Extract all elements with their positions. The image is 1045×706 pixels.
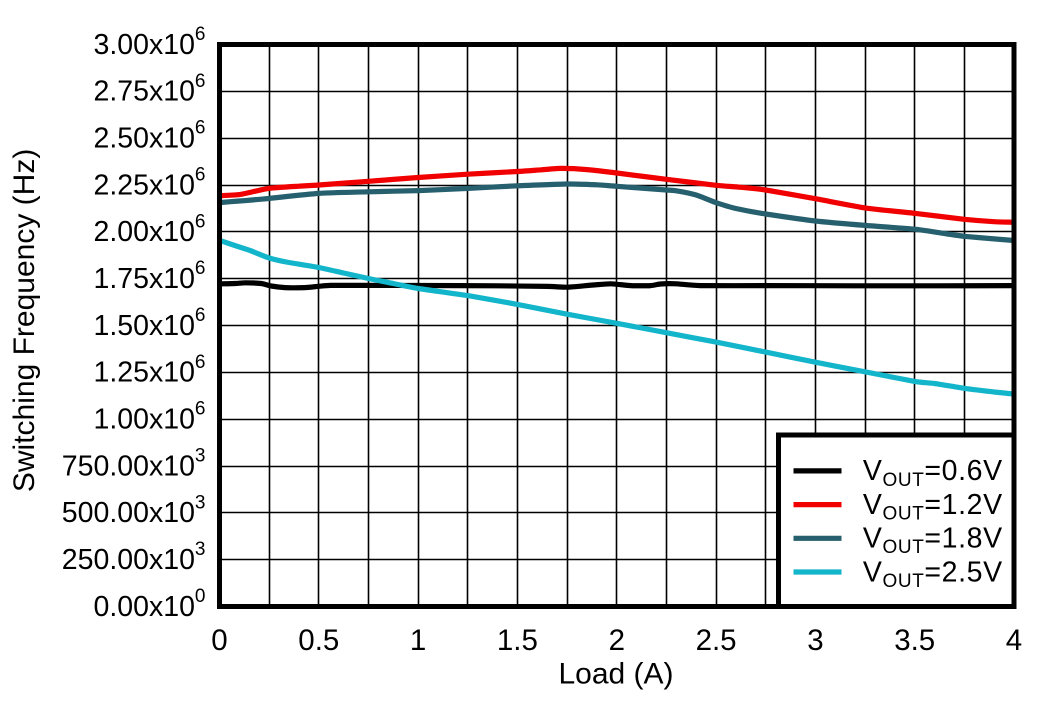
svg-text:3.00x106: 3.00x106 — [94, 24, 206, 61]
svg-text:VOUT=1.2V: VOUT=1.2V — [863, 489, 1003, 525]
svg-text:2.25x106: 2.25x106 — [94, 165, 206, 202]
svg-text:2: 2 — [609, 624, 625, 657]
svg-text:750.00x103: 750.00x103 — [62, 446, 206, 483]
svg-text:3.5: 3.5 — [894, 624, 935, 657]
svg-text:3: 3 — [807, 624, 823, 657]
svg-text:1.00x106: 1.00x106 — [94, 399, 206, 436]
svg-text:2.50x106: 2.50x106 — [94, 118, 206, 155]
svg-text:1.25x106: 1.25x106 — [94, 352, 206, 389]
svg-text:1: 1 — [410, 624, 426, 657]
svg-text:500.00x103: 500.00x103 — [62, 492, 206, 529]
svg-text:Switching Frequency (Hz): Switching Frequency (Hz) — [8, 149, 41, 492]
svg-text:2.00x106: 2.00x106 — [94, 211, 206, 248]
svg-text:250.00x103: 250.00x103 — [62, 539, 206, 576]
svg-text:Load (A): Load (A) — [558, 658, 673, 691]
svg-text:4: 4 — [1006, 624, 1022, 657]
svg-text:2.5: 2.5 — [696, 624, 737, 657]
svg-text:0.5: 0.5 — [298, 624, 339, 657]
svg-text:2.75x106: 2.75x106 — [94, 71, 206, 108]
svg-text:1.50x106: 1.50x106 — [94, 305, 206, 342]
svg-text:0.00x100: 0.00x100 — [94, 586, 206, 623]
svg-text:1.75x106: 1.75x106 — [94, 258, 206, 295]
svg-text:0: 0 — [211, 624, 227, 657]
svg-text:1.5: 1.5 — [497, 624, 538, 657]
svg-text:VOUT=2.5V: VOUT=2.5V — [863, 556, 1003, 592]
